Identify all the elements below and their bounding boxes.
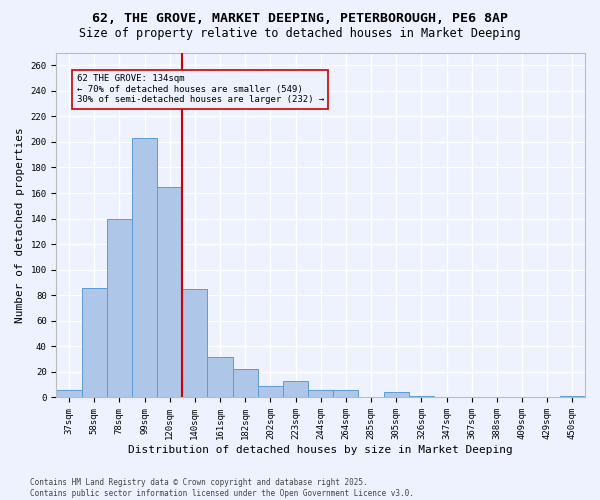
Bar xyxy=(132,138,157,398)
Bar xyxy=(208,356,233,398)
Bar xyxy=(333,390,358,398)
Text: 62, THE GROVE, MARKET DEEPING, PETERBOROUGH, PE6 8AP: 62, THE GROVE, MARKET DEEPING, PETERBORO… xyxy=(92,12,508,26)
Bar xyxy=(107,218,132,398)
Bar xyxy=(308,390,333,398)
Bar xyxy=(233,370,258,398)
Text: 62 THE GROVE: 134sqm
← 70% of detached houses are smaller (549)
30% of semi-deta: 62 THE GROVE: 134sqm ← 70% of detached h… xyxy=(77,74,324,104)
Bar xyxy=(560,396,585,398)
Text: Contains HM Land Registry data © Crown copyright and database right 2025.
Contai: Contains HM Land Registry data © Crown c… xyxy=(30,478,414,498)
Bar xyxy=(383,392,409,398)
Bar xyxy=(56,390,82,398)
Bar xyxy=(283,381,308,398)
Bar xyxy=(182,289,208,398)
Bar xyxy=(409,396,434,398)
Bar xyxy=(82,288,107,398)
X-axis label: Distribution of detached houses by size in Market Deeping: Distribution of detached houses by size … xyxy=(128,445,513,455)
Text: Size of property relative to detached houses in Market Deeping: Size of property relative to detached ho… xyxy=(79,28,521,40)
Bar xyxy=(258,386,283,398)
Bar xyxy=(157,186,182,398)
Y-axis label: Number of detached properties: Number of detached properties xyxy=(15,127,25,323)
